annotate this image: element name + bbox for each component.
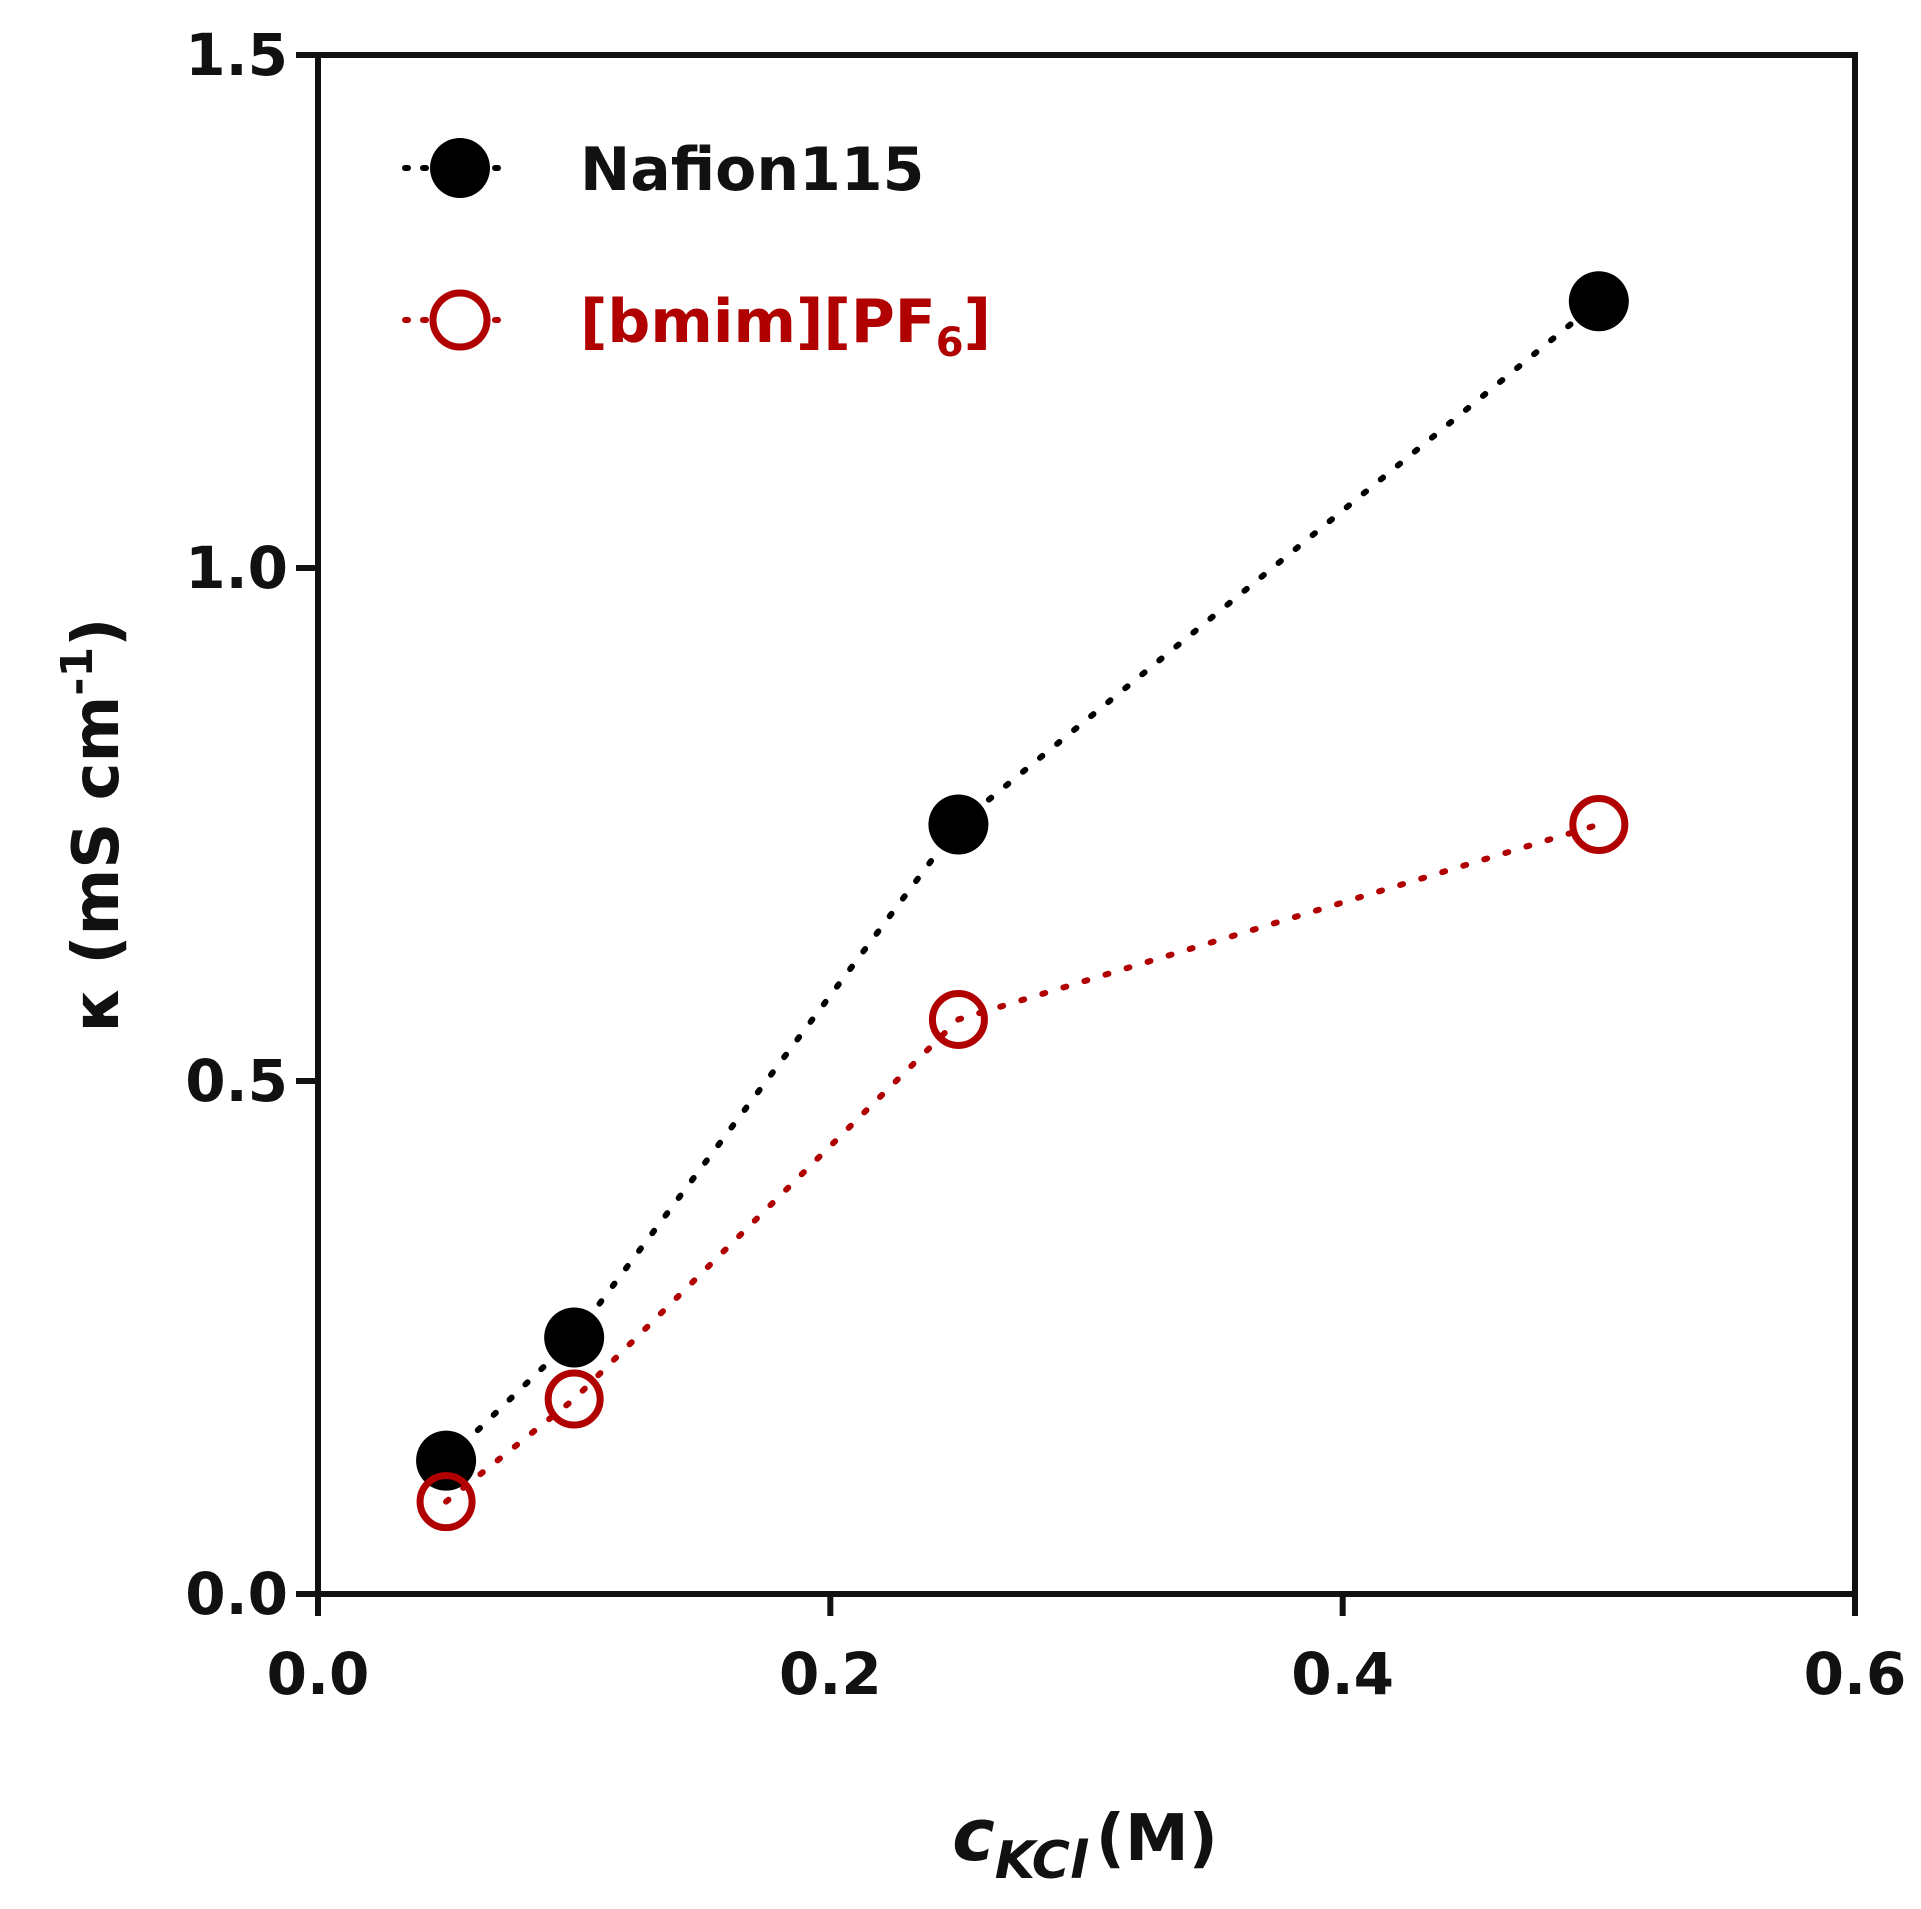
y-axis-label-close: ) (60, 618, 134, 647)
y-axis-label: κ (mS cm-1) (52, 618, 134, 1033)
x-tick-label: 0.4 (1291, 1640, 1394, 1708)
series-line-bmim-pf6 (443, 821, 1602, 1505)
data-point-bmim-pf6 (1569, 795, 1629, 854)
y-axis-label-unit: (mS cm (60, 696, 134, 965)
y-tick-label: 1.0 (185, 534, 288, 602)
y-axis-label-superscript: -1 (52, 647, 103, 696)
x-axis-label-subscript: KCl (995, 1831, 1089, 1891)
legend-label-bmim-pf6-close: ] (964, 287, 991, 357)
legend-marker-nafion115 (430, 138, 490, 198)
data-point-bmim-pf6 (928, 989, 988, 1049)
y-tick-label: 0.5 (185, 1047, 288, 1115)
x-axis-label-symbol: c (952, 1793, 995, 1877)
legend-label-bmim-pf6-main: [bmim][PF (580, 287, 936, 357)
data-point-nafion115 (928, 794, 989, 855)
y-tick-label: 1.5 (185, 21, 288, 89)
x-tick-label: 0.0 (267, 1640, 370, 1708)
data-point-bmim-pf6 (416, 1472, 476, 1532)
y-axis-label-symbol: κ (60, 987, 134, 1032)
data-point-bmim-pf6 (544, 1369, 604, 1429)
legend-entry-bmim-pf6: [bmim][PF6] (402, 287, 991, 366)
x-tick-label: 0.6 (1804, 1640, 1907, 1708)
x-axis-label-unit: (M) (1096, 1802, 1218, 1876)
legend-label-bmim-pf6: [bmim][PF6] (580, 287, 991, 366)
plot-frame (315, 52, 1858, 1597)
legend-label-bmim-pf6-subscript: 6 (936, 320, 964, 366)
data-point-nafion115 (544, 1307, 605, 1368)
data-point-nafion115 (1568, 271, 1629, 332)
series-bmim-pf6 (416, 795, 1629, 1532)
series-nafion115 (416, 271, 1629, 1491)
legend-label-nafion115: Nafion115 (580, 135, 924, 205)
legend-entry-nafion115: Nafion115 (402, 135, 924, 205)
x-tick-label: 0.2 (779, 1640, 882, 1708)
series-layer (416, 271, 1629, 1532)
legend-marker-bmim-pf6 (429, 289, 491, 351)
data-point-nafion115 (416, 1430, 477, 1491)
legend: Nafion115 [bmim][PF6] (402, 135, 991, 366)
x-axis-ticks: 0.0 0.2 0.4 0.6 (267, 1594, 1907, 1708)
y-tick-label: 0.0 (185, 1560, 288, 1628)
x-axis-label: cKCl (M) (952, 1793, 1218, 1891)
legend-label-nafion115-main: Nafion115 (580, 135, 924, 205)
series-line-nafion115 (443, 298, 1602, 1464)
y-axis-ticks: 0.0 0.5 1.0 1.5 (185, 21, 318, 1628)
